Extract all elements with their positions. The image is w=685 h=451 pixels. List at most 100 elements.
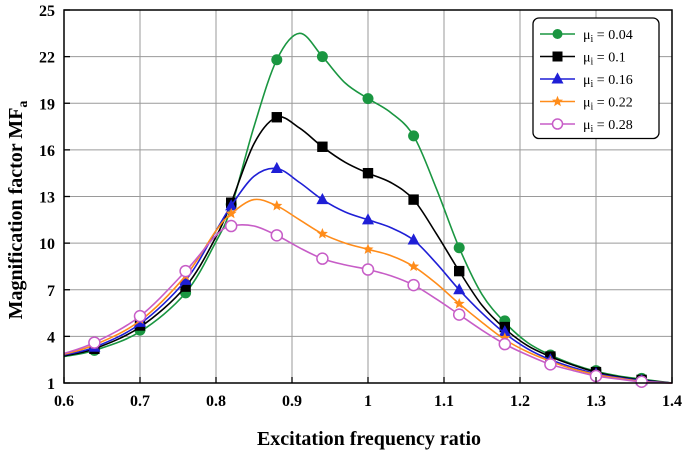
legend-item: μi = 0.04 (540, 28, 633, 45)
legend-symbol: μ (583, 51, 591, 66)
legend-value: = 0.22 (593, 96, 632, 111)
data-point-marker (133, 309, 147, 323)
y-tick-label: 13 (39, 190, 55, 207)
legend-marker (552, 51, 563, 62)
y-tick-label: 19 (39, 96, 55, 113)
legend-value: = 0.04 (593, 28, 632, 43)
legend-subscript: i (591, 34, 594, 45)
series-line (63, 224, 673, 384)
x-axis-ticks: 0.6 0.7 0.8 0.9 1 1.1 1.2 1.3 1.4 (54, 377, 682, 410)
x-tick-label: 0.6 (54, 393, 74, 410)
data-point-marker (316, 228, 328, 239)
data-point-marker (225, 199, 238, 211)
legend-item: μi = 0.28 (540, 118, 633, 135)
legend-item: μi = 0.1 (540, 51, 626, 68)
data-point-marker (499, 332, 511, 343)
data-point-marker (316, 252, 329, 265)
legend-item: μi = 0.16 (540, 72, 633, 90)
legend-label: μi = 0.28 (583, 118, 633, 135)
data-point-marker (361, 263, 375, 276)
legend-label: μi = 0.22 (583, 96, 633, 113)
y-tick-label: 16 (39, 143, 55, 160)
data-point-marker (407, 278, 420, 292)
data-point-marker (408, 194, 419, 205)
data-point-marker (635, 375, 648, 389)
legend-marker (552, 29, 563, 39)
legend-value: = 0.16 (593, 73, 632, 88)
data-point-marker (224, 219, 238, 233)
x-tick-label: 0.8 (206, 393, 226, 410)
y-axis-title-subscript: a (16, 101, 31, 108)
legend-box (532, 17, 660, 140)
y-tick-label: 4 (47, 329, 55, 346)
data-point-marker (270, 229, 284, 242)
data-point-marker (453, 298, 465, 309)
legend-subscript: i (591, 79, 594, 90)
legend-marker (552, 95, 563, 107)
data-point-marker (362, 167, 374, 179)
y-tick-label: 7 (47, 283, 55, 300)
legend-value: = 0.28 (593, 118, 632, 133)
data-point-marker (453, 283, 466, 295)
data-point-marker (316, 193, 329, 205)
data-point-marker (180, 281, 191, 292)
legend-symbol: μ (583, 118, 591, 133)
x-tick-label: 0.9 (282, 393, 302, 410)
data-point-marker (408, 130, 420, 142)
data-point-marker (362, 93, 374, 105)
legend-marker (551, 118, 564, 130)
y-tick-label: 22 (39, 50, 55, 67)
data-point-marker (179, 273, 192, 285)
data-point-marker (270, 161, 283, 174)
data-point-marker (452, 308, 466, 321)
x-tick-label: 1.1 (434, 393, 454, 410)
data-point-marker (407, 233, 420, 245)
data-point-marker (317, 141, 328, 152)
legend-label: μi = 0.1 (583, 51, 626, 68)
y-axis-title-main: Magnification factor MF (5, 108, 27, 320)
series-5 (63, 219, 673, 389)
y-axis-ticks: 1 4 7 10 13 16 19 22 25 (39, 3, 70, 393)
x-tick-label: 1.3 (586, 393, 606, 410)
series-layer (63, 32, 673, 389)
legend-value: = 0.1 (593, 51, 625, 66)
data-point-marker (408, 260, 420, 272)
legend-symbol: μ (583, 28, 591, 43)
legend-symbol: μ (583, 96, 591, 111)
data-point-marker (362, 213, 374, 225)
y-tick-label: 10 (39, 236, 55, 253)
data-point-marker (454, 265, 465, 277)
series-line (63, 115, 673, 384)
legend-marker (551, 72, 564, 84)
x-tick-label: 1.2 (510, 393, 530, 410)
x-tick-label: 1 (364, 393, 372, 410)
series-line (63, 198, 673, 384)
data-point-marker (453, 242, 465, 254)
data-point-marker (316, 51, 328, 63)
y-tick-label: 1 (47, 376, 55, 393)
legend-label: μi = 0.16 (583, 73, 633, 90)
data-point-marker (88, 336, 101, 349)
y-axis-title: Magnification factor MFa (5, 101, 31, 320)
legend-subscript: i (591, 124, 594, 135)
data-point-marker (362, 243, 374, 254)
data-point-marker (271, 54, 283, 66)
data-point-marker (498, 337, 512, 351)
x-tick-label: 0.7 (130, 393, 150, 410)
data-point-marker (271, 200, 283, 211)
legend-item: μi = 0.22 (540, 96, 633, 113)
legend-subscript: i (591, 57, 594, 68)
data-point-marker (225, 207, 237, 219)
data-point-marker (498, 325, 511, 337)
legend-subscript: i (591, 102, 594, 113)
data-point-marker (271, 112, 282, 123)
data-point-marker (179, 264, 192, 278)
x-tick-label: 1.4 (662, 393, 682, 410)
data-point-marker (544, 358, 557, 371)
y-tick-label: 25 (39, 3, 55, 20)
legend-label: μi = 0.04 (583, 28, 633, 45)
legend-symbol: μ (583, 73, 591, 88)
x-axis-title: Excitation frequency ratio (257, 428, 481, 450)
